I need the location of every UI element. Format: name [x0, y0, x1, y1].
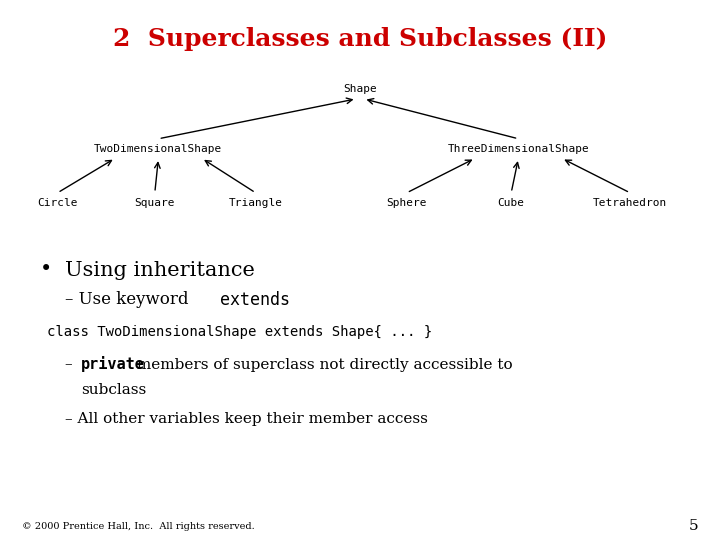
Text: © 2000 Prentice Hall, Inc.  All rights reserved.: © 2000 Prentice Hall, Inc. All rights re… [22, 522, 254, 531]
Text: extends: extends [220, 291, 289, 309]
Text: TwoDimensionalShape: TwoDimensionalShape [94, 144, 222, 153]
Text: members of superclass not directly accessible to: members of superclass not directly acces… [132, 357, 513, 372]
Text: class TwoDimensionalShape extends Shape{ ... }: class TwoDimensionalShape extends Shape{… [47, 325, 432, 339]
Text: Square: Square [135, 198, 175, 207]
Text: ThreeDimensionalShape: ThreeDimensionalShape [448, 144, 589, 153]
Text: Circle: Circle [37, 198, 78, 207]
Text: Shape: Shape [343, 84, 377, 94]
Text: Cube: Cube [498, 198, 525, 207]
Text: 5: 5 [689, 519, 698, 534]
Text: •: • [40, 260, 52, 280]
Text: subclass: subclass [81, 383, 146, 397]
Text: 2  Superclasses and Subclasses (II): 2 Superclasses and Subclasses (II) [113, 27, 607, 51]
Text: – Use keyword: – Use keyword [65, 291, 194, 308]
Text: Triangle: Triangle [229, 198, 283, 207]
Text: –: – [65, 357, 77, 372]
Text: Sphere: Sphere [387, 198, 427, 207]
Text: – All other variables keep their member access: – All other variables keep their member … [65, 411, 428, 426]
Text: private: private [81, 356, 145, 373]
Text: Tetrahedron: Tetrahedron [593, 198, 667, 207]
Text: Using inheritance: Using inheritance [65, 260, 255, 280]
